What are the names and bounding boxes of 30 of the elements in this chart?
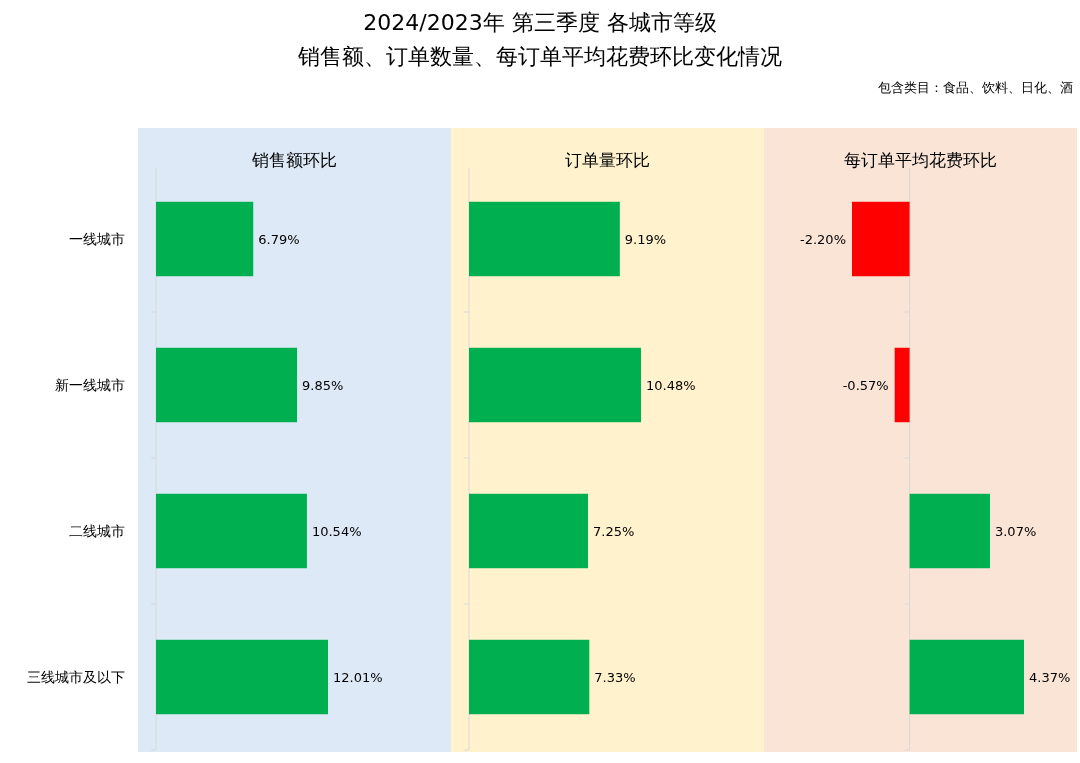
data-label: 12.01% bbox=[333, 670, 383, 685]
chart-title: 订单量环比 bbox=[565, 150, 650, 170]
text: 销售额、订单数量、每订单平均花费环比变化情况 bbox=[297, 44, 782, 69]
bar bbox=[156, 347, 298, 423]
y-tick-label: 一线城市 bbox=[69, 231, 125, 247]
bar bbox=[469, 347, 641, 423]
data-label: 10.54% bbox=[311, 524, 362, 539]
y-tick-label: 二线城市 bbox=[69, 523, 125, 539]
bar bbox=[156, 201, 254, 277]
chart-title: 每订单平均花费环比 bbox=[844, 150, 997, 170]
data-label: 4.37% bbox=[1029, 670, 1071, 685]
y-tick-label: 三线城市及以下 bbox=[27, 669, 125, 685]
text: 包含类目：食品、饮料、日化、酒 bbox=[878, 80, 1073, 95]
data-label: 7.25% bbox=[592, 524, 635, 539]
data-label: -2.20% bbox=[800, 232, 846, 247]
bar bbox=[469, 493, 588, 569]
data-label: 7.33% bbox=[594, 670, 636, 685]
text: 2024/2023年 第三季度 各城市等级 bbox=[363, 10, 717, 35]
data-label: 6.79% bbox=[258, 232, 300, 247]
bar bbox=[469, 639, 590, 715]
data-label: 9.19% bbox=[624, 232, 667, 247]
data-label: 3.07% bbox=[994, 524, 1037, 539]
y-tick-label: 新一线城市 bbox=[55, 377, 125, 393]
data-label: -0.57% bbox=[842, 378, 889, 393]
data-label: 9.85% bbox=[302, 378, 344, 393]
bar bbox=[156, 639, 328, 715]
data-label: 10.48% bbox=[646, 378, 696, 393]
chart-title: 销售额环比 bbox=[251, 150, 337, 170]
bar bbox=[156, 493, 307, 569]
bar bbox=[469, 201, 620, 277]
